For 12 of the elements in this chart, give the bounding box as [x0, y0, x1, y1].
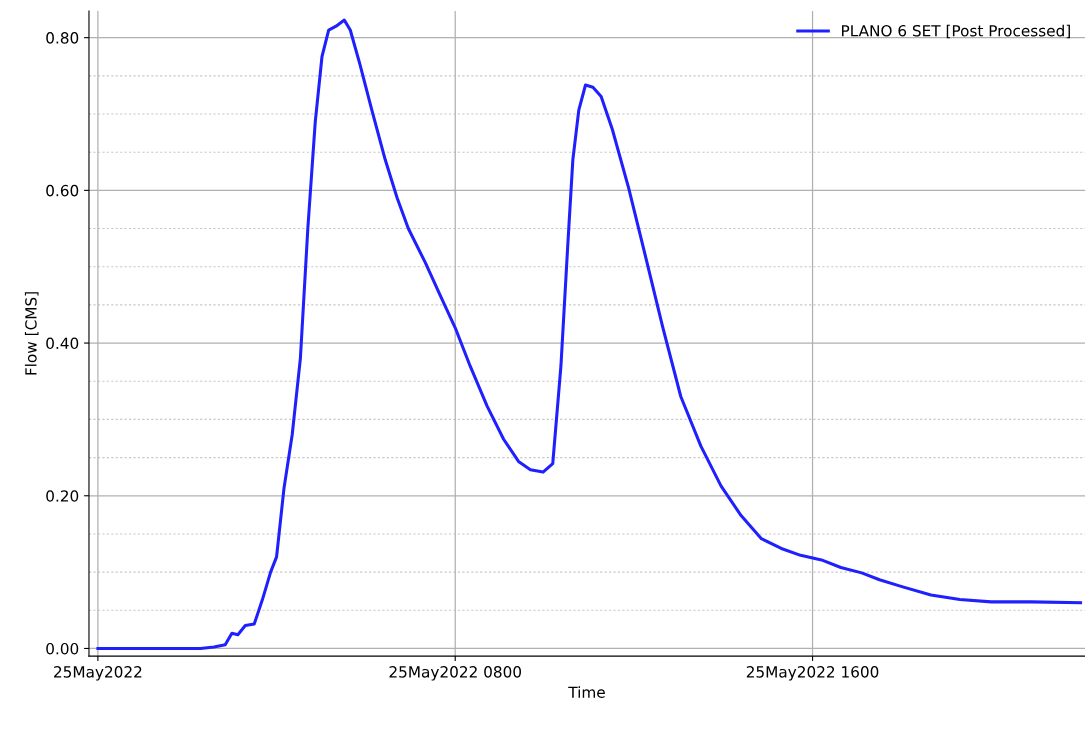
x-tick-label: 25May2022 0800	[389, 666, 522, 681]
x-axis-title: Time	[568, 686, 605, 698]
y-tick-label: 0.80	[46, 32, 79, 44]
x-tick-label: 25May2022 1600	[746, 666, 879, 681]
x-tick-label: 25May2022	[54, 666, 142, 681]
y-tick-label: 0.60	[46, 184, 79, 197]
y-tick-label: 0.00	[46, 642, 79, 655]
line-series	[96, 18, 1083, 650]
y-tick-label: 0.40	[46, 337, 79, 350]
legend-label: PLANO 6 SET [Post Processed]	[842, 24, 1070, 39]
y-tick-label: 0.20	[46, 490, 79, 502]
y-axis-title: Flow [CMS]	[24, 292, 39, 375]
